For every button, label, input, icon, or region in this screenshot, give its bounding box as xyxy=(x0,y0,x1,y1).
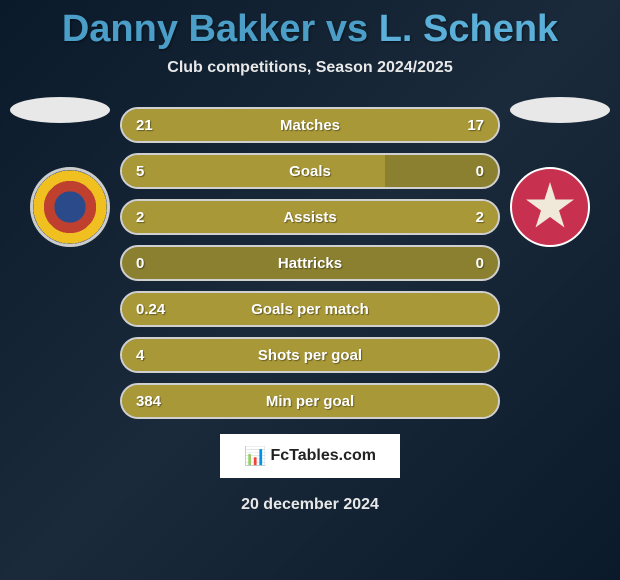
stat-value-right: 17 xyxy=(467,117,484,134)
stat-value-right: 0 xyxy=(476,255,484,272)
subtitle: Club competitions, Season 2024/2025 xyxy=(0,59,620,77)
stat-value-left: 21 xyxy=(136,117,153,134)
stat-fill-left xyxy=(122,155,385,187)
player1-name: Danny Bakker xyxy=(62,8,315,50)
player2-ellipse xyxy=(510,97,610,123)
stat-value-left: 0.24 xyxy=(136,301,165,318)
brand-logo[interactable]: 📊 FcTables.com xyxy=(220,434,400,478)
stat-row: 4 Shots per goal xyxy=(120,337,500,373)
star-icon xyxy=(525,182,575,232)
comparison-area: 21 Matches 17 5 Goals 0 2 Assists 2 0 Hattricks 0 0.… xyxy=(0,107,620,419)
date-text: 20 december 2024 xyxy=(0,496,620,514)
player1-ellipse xyxy=(10,97,110,123)
stats-container: 21 Matches 17 5 Goals 0 2 Assists 2 0 Hattricks 0 0.… xyxy=(120,107,500,419)
stat-value-left: 5 xyxy=(136,163,144,180)
player2-club-badge xyxy=(510,167,590,247)
stat-value-left: 4 xyxy=(136,347,144,364)
stat-row: 21 Matches 17 xyxy=(120,107,500,143)
stat-label: Shots per goal xyxy=(258,347,362,364)
stat-row: 5 Goals 0 xyxy=(120,153,500,189)
stat-value-right: 2 xyxy=(476,209,484,226)
player2-name: L. Schenk xyxy=(379,8,559,50)
stat-value-right: 0 xyxy=(476,163,484,180)
stat-fill-right xyxy=(310,201,498,233)
stat-row: 0 Hattricks 0 xyxy=(120,245,500,281)
comparison-title: Danny Bakker vs L. Schenk xyxy=(0,0,620,51)
stat-label: Goals xyxy=(289,163,331,180)
stat-label: Assists xyxy=(283,209,336,226)
player1-club-badge xyxy=(30,167,110,247)
stat-row: 0.24 Goals per match xyxy=(120,291,500,327)
brand-text: FcTables.com xyxy=(270,447,376,465)
vs-text: vs xyxy=(326,8,368,50)
stat-fill-left xyxy=(122,201,310,233)
stat-label: Matches xyxy=(280,117,340,134)
stat-row: 384 Min per goal xyxy=(120,383,500,419)
stat-label: Goals per match xyxy=(251,301,369,318)
stat-value-left: 384 xyxy=(136,393,161,410)
stat-row: 2 Assists 2 xyxy=(120,199,500,235)
stat-value-left: 2 xyxy=(136,209,144,226)
stat-label: Min per goal xyxy=(266,393,354,410)
chart-icon: 📊 xyxy=(244,446,266,467)
stat-label: Hattricks xyxy=(278,255,342,272)
stat-value-left: 0 xyxy=(136,255,144,272)
